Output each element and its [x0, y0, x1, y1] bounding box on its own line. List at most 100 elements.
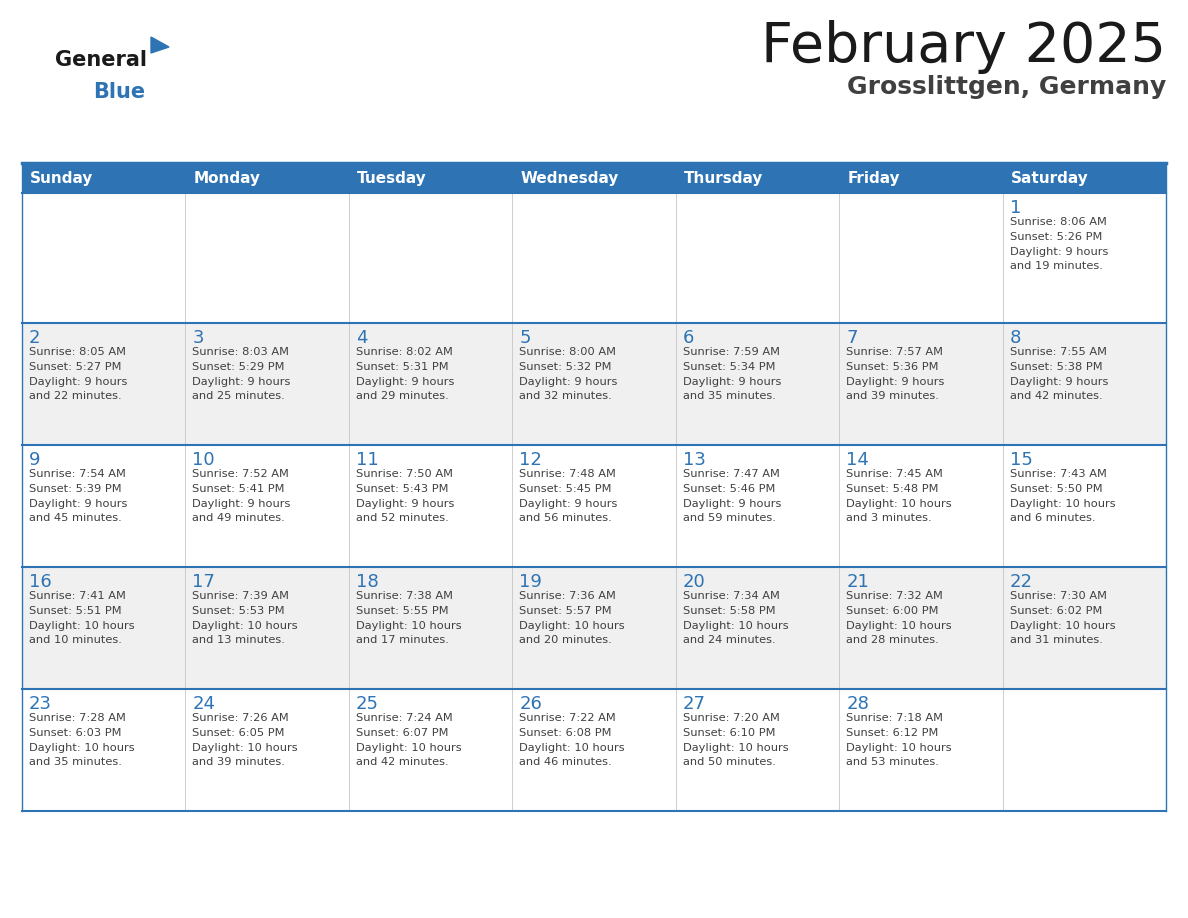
Text: 3: 3: [192, 329, 204, 347]
Bar: [349, 445, 512, 567]
Polygon shape: [151, 37, 169, 53]
Text: Sunrise: 7:54 AM
Sunset: 5:39 PM
Daylight: 9 hours
and 45 minutes.: Sunrise: 7:54 AM Sunset: 5:39 PM Dayligh…: [29, 469, 127, 523]
Text: Sunrise: 7:34 AM
Sunset: 5:58 PM
Daylight: 10 hours
and 24 minutes.: Sunrise: 7:34 AM Sunset: 5:58 PM Dayligh…: [683, 591, 789, 645]
Bar: [23, 445, 185, 567]
Text: February 2025: February 2025: [762, 20, 1165, 74]
Text: Sunrise: 7:20 AM
Sunset: 6:10 PM
Daylight: 10 hours
and 50 minutes.: Sunrise: 7:20 AM Sunset: 6:10 PM Dayligh…: [683, 713, 789, 767]
Text: 10: 10: [192, 451, 215, 469]
Text: 15: 15: [1010, 451, 1032, 469]
Bar: [839, 163, 1003, 193]
Bar: [839, 193, 1003, 323]
Bar: [349, 567, 512, 689]
Bar: [676, 445, 839, 567]
Text: Sunrise: 7:47 AM
Sunset: 5:46 PM
Daylight: 9 hours
and 59 minutes.: Sunrise: 7:47 AM Sunset: 5:46 PM Dayligh…: [683, 469, 781, 523]
Text: 28: 28: [846, 695, 868, 713]
Text: Sunrise: 7:24 AM
Sunset: 6:07 PM
Daylight: 10 hours
and 42 minutes.: Sunrise: 7:24 AM Sunset: 6:07 PM Dayligh…: [356, 713, 461, 767]
Text: Sunrise: 7:28 AM
Sunset: 6:03 PM
Daylight: 10 hours
and 35 minutes.: Sunrise: 7:28 AM Sunset: 6:03 PM Dayligh…: [29, 713, 134, 767]
Text: Sunrise: 7:41 AM
Sunset: 5:51 PM
Daylight: 10 hours
and 10 minutes.: Sunrise: 7:41 AM Sunset: 5:51 PM Dayligh…: [29, 591, 134, 645]
Bar: [839, 567, 1003, 689]
Bar: [185, 567, 349, 689]
Text: Friday: Friday: [847, 171, 899, 185]
Text: 9: 9: [29, 451, 40, 469]
Bar: [676, 567, 839, 689]
Text: General: General: [55, 50, 147, 70]
Text: 7: 7: [846, 329, 858, 347]
Bar: [1003, 689, 1165, 811]
Bar: [185, 445, 349, 567]
Text: Sunrise: 7:57 AM
Sunset: 5:36 PM
Daylight: 9 hours
and 39 minutes.: Sunrise: 7:57 AM Sunset: 5:36 PM Dayligh…: [846, 347, 944, 401]
Text: 25: 25: [356, 695, 379, 713]
Text: Sunrise: 7:50 AM
Sunset: 5:43 PM
Daylight: 9 hours
and 52 minutes.: Sunrise: 7:50 AM Sunset: 5:43 PM Dayligh…: [356, 469, 454, 523]
Text: 21: 21: [846, 573, 868, 591]
Text: Sunrise: 7:18 AM
Sunset: 6:12 PM
Daylight: 10 hours
and 53 minutes.: Sunrise: 7:18 AM Sunset: 6:12 PM Dayligh…: [846, 713, 952, 767]
Text: Saturday: Saturday: [1011, 171, 1088, 185]
Bar: [676, 689, 839, 811]
Bar: [512, 163, 676, 193]
Bar: [23, 567, 185, 689]
Text: Sunrise: 7:30 AM
Sunset: 6:02 PM
Daylight: 10 hours
and 31 minutes.: Sunrise: 7:30 AM Sunset: 6:02 PM Dayligh…: [1010, 591, 1116, 645]
Bar: [512, 689, 676, 811]
Text: Sunday: Sunday: [30, 171, 94, 185]
Bar: [1003, 445, 1165, 567]
Text: 27: 27: [683, 695, 706, 713]
Text: Sunrise: 8:05 AM
Sunset: 5:27 PM
Daylight: 9 hours
and 22 minutes.: Sunrise: 8:05 AM Sunset: 5:27 PM Dayligh…: [29, 347, 127, 401]
Text: Monday: Monday: [194, 171, 260, 185]
Bar: [512, 445, 676, 567]
Bar: [349, 193, 512, 323]
Bar: [23, 163, 185, 193]
Bar: [1003, 323, 1165, 445]
Bar: [676, 163, 839, 193]
Text: Sunrise: 7:36 AM
Sunset: 5:57 PM
Daylight: 10 hours
and 20 minutes.: Sunrise: 7:36 AM Sunset: 5:57 PM Dayligh…: [519, 591, 625, 645]
Text: Tuesday: Tuesday: [356, 171, 426, 185]
Bar: [23, 323, 185, 445]
Text: 4: 4: [356, 329, 367, 347]
Text: Sunrise: 7:26 AM
Sunset: 6:05 PM
Daylight: 10 hours
and 39 minutes.: Sunrise: 7:26 AM Sunset: 6:05 PM Dayligh…: [192, 713, 298, 767]
Text: 12: 12: [519, 451, 542, 469]
Text: 24: 24: [192, 695, 215, 713]
Text: 1: 1: [1010, 199, 1020, 217]
Text: 17: 17: [192, 573, 215, 591]
Text: Sunrise: 7:45 AM
Sunset: 5:48 PM
Daylight: 10 hours
and 3 minutes.: Sunrise: 7:45 AM Sunset: 5:48 PM Dayligh…: [846, 469, 952, 523]
Bar: [676, 323, 839, 445]
Text: 26: 26: [519, 695, 542, 713]
Text: Sunrise: 7:39 AM
Sunset: 5:53 PM
Daylight: 10 hours
and 13 minutes.: Sunrise: 7:39 AM Sunset: 5:53 PM Dayligh…: [192, 591, 298, 645]
Text: Sunrise: 7:59 AM
Sunset: 5:34 PM
Daylight: 9 hours
and 35 minutes.: Sunrise: 7:59 AM Sunset: 5:34 PM Dayligh…: [683, 347, 781, 401]
Bar: [1003, 567, 1165, 689]
Text: 8: 8: [1010, 329, 1020, 347]
Text: Sunrise: 7:38 AM
Sunset: 5:55 PM
Daylight: 10 hours
and 17 minutes.: Sunrise: 7:38 AM Sunset: 5:55 PM Dayligh…: [356, 591, 461, 645]
Text: 19: 19: [519, 573, 542, 591]
Text: Sunrise: 7:52 AM
Sunset: 5:41 PM
Daylight: 9 hours
and 49 minutes.: Sunrise: 7:52 AM Sunset: 5:41 PM Dayligh…: [192, 469, 291, 523]
Text: Sunrise: 8:02 AM
Sunset: 5:31 PM
Daylight: 9 hours
and 29 minutes.: Sunrise: 8:02 AM Sunset: 5:31 PM Dayligh…: [356, 347, 454, 401]
Bar: [676, 193, 839, 323]
Bar: [185, 323, 349, 445]
Bar: [1003, 163, 1165, 193]
Text: 20: 20: [683, 573, 706, 591]
Text: 22: 22: [1010, 573, 1032, 591]
Text: 13: 13: [683, 451, 706, 469]
Bar: [839, 323, 1003, 445]
Text: Sunrise: 8:06 AM
Sunset: 5:26 PM
Daylight: 9 hours
and 19 minutes.: Sunrise: 8:06 AM Sunset: 5:26 PM Dayligh…: [1010, 217, 1108, 272]
Bar: [349, 323, 512, 445]
Text: Grosslittgen, Germany: Grosslittgen, Germany: [847, 75, 1165, 99]
Text: Wednesday: Wednesday: [520, 171, 619, 185]
Text: Sunrise: 7:22 AM
Sunset: 6:08 PM
Daylight: 10 hours
and 46 minutes.: Sunrise: 7:22 AM Sunset: 6:08 PM Dayligh…: [519, 713, 625, 767]
Bar: [1003, 193, 1165, 323]
Text: Blue: Blue: [93, 82, 145, 102]
Bar: [185, 193, 349, 323]
Text: 14: 14: [846, 451, 868, 469]
Text: 23: 23: [29, 695, 52, 713]
Text: 16: 16: [29, 573, 52, 591]
Text: 6: 6: [683, 329, 694, 347]
Text: Sunrise: 8:00 AM
Sunset: 5:32 PM
Daylight: 9 hours
and 32 minutes.: Sunrise: 8:00 AM Sunset: 5:32 PM Dayligh…: [519, 347, 618, 401]
Bar: [512, 193, 676, 323]
Bar: [839, 445, 1003, 567]
Text: Sunrise: 7:48 AM
Sunset: 5:45 PM
Daylight: 9 hours
and 56 minutes.: Sunrise: 7:48 AM Sunset: 5:45 PM Dayligh…: [519, 469, 618, 523]
Text: Sunrise: 7:55 AM
Sunset: 5:38 PM
Daylight: 9 hours
and 42 minutes.: Sunrise: 7:55 AM Sunset: 5:38 PM Dayligh…: [1010, 347, 1108, 401]
Bar: [23, 193, 185, 323]
Text: Sunrise: 7:43 AM
Sunset: 5:50 PM
Daylight: 10 hours
and 6 minutes.: Sunrise: 7:43 AM Sunset: 5:50 PM Dayligh…: [1010, 469, 1116, 523]
Bar: [23, 689, 185, 811]
Text: 2: 2: [29, 329, 40, 347]
Bar: [512, 323, 676, 445]
Bar: [349, 163, 512, 193]
Bar: [185, 163, 349, 193]
